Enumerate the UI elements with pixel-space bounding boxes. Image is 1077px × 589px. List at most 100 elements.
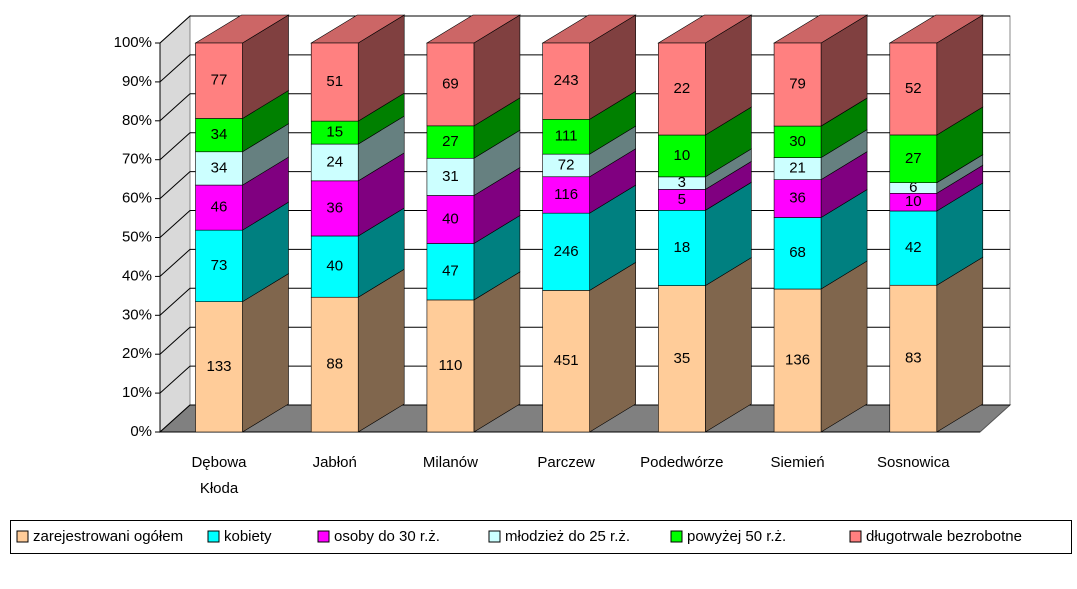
y-tick-label: 20% [122,345,152,362]
data-label: 30 [789,133,806,150]
bar [773,288,822,433]
data-label: 27 [442,133,459,150]
legend-label: osoby do 30 r.ż. [334,528,440,545]
bar [889,42,938,136]
bar [426,299,475,433]
legend-label: zarejestrowani ogółem [33,528,183,545]
bar-side [589,261,636,433]
x-tick-label: Podedwórze [640,454,724,471]
y-tick-label: 80% [122,112,152,129]
bar [310,180,359,237]
bar [426,157,475,196]
data-label: 35 [674,350,691,367]
data-label: 69 [442,75,459,92]
x-tick-label: Jabłoń [312,454,357,471]
bar [310,235,359,298]
data-label: 10 [674,147,691,164]
legend-label: młodzież do 25 r.ż. [505,528,630,545]
legend-swatch [207,530,220,543]
legend [10,520,1072,554]
legend-swatch [849,530,862,543]
bar-group: 35 18 53 10 22 [657,14,753,433]
y-tick-label: 90% [122,73,152,90]
x-tick-label: Sosnowica [877,454,950,471]
legend-swatch [670,530,683,543]
legend-label: kobiety [224,528,272,545]
data-label: 110 [438,357,462,374]
data-label: 133 [206,358,231,375]
data-label: 40 [326,258,343,275]
bar [773,179,822,218]
bar [310,42,359,122]
data-label: 52 [905,80,922,97]
data-label: 243 [554,72,579,89]
bar [426,195,475,244]
bar [426,42,475,127]
x-tick-label: Milanów [422,454,478,471]
data-label: 79 [789,75,806,92]
bar [195,118,243,153]
legend-swatch [16,530,29,543]
bar [773,125,822,158]
bar [658,134,706,178]
data-label: 46 [211,199,228,216]
data-label: 72 [558,156,575,173]
bar-side [705,257,752,433]
data-label: 47 [442,263,459,280]
bar-group: 133 73 46 34 34 77 [194,14,290,433]
data-label: 246 [554,243,579,260]
data-label: 111 [555,128,578,145]
data-label: 3 [678,174,686,191]
data-label: 51 [326,73,343,90]
bar [542,290,590,433]
data-label: 34 [211,159,228,176]
legend-swatch [488,530,501,543]
data-label: 40 [442,210,459,227]
x-tick-label-box: Siemień [770,454,825,471]
y-tick-label: 30% [122,306,152,323]
bar [195,42,243,119]
y-tick-label: 0% [130,423,152,440]
data-label: 31 [442,168,459,185]
data-label: 116 [554,186,578,203]
bar [542,176,590,214]
bar-group: 136 68 36 21 30 79 [773,14,869,433]
bar [542,118,590,155]
data-label: 15 [326,124,343,141]
data-label: 27 [905,150,922,167]
bar-group: 451 246 116 72 111 243 [541,14,637,433]
bar [658,285,706,433]
data-label: 18 [674,239,691,256]
data-label: 42 [905,239,922,256]
bar [773,217,822,290]
x-tick-label: Siemień [770,454,825,471]
data-label: 36 [326,199,343,216]
data-label: 10 [905,193,922,210]
bar-group: 88 40 36 24 15 51 [310,14,406,433]
y-tick-label: 70% [122,151,152,168]
data-label: 68 [789,244,806,261]
x-tick-label: Parczew [537,454,595,471]
bar [195,184,243,231]
bar-side [936,256,984,433]
bar [889,210,938,286]
legend-label: powyżej 50 r.ż. [687,528,786,545]
y-tick-label: 60% [122,190,152,207]
data-label: 6 [909,179,917,196]
data-label: 5 [678,191,686,208]
x-tick-label-box: Podedwórze [640,454,724,471]
x-tick-label-box: Milanów [422,454,478,471]
y-tick-label: 100% [114,34,152,51]
bar [426,125,475,159]
data-label: 36 [789,190,806,207]
y-tick-label: 40% [122,267,152,284]
data-label: 88 [326,356,343,373]
bar-group: 110 47 40 31 27 69 [425,14,521,433]
x-tick-label-box: Parczew [537,454,595,471]
x-tick-label-box: Dębowa Kłoda [191,454,246,497]
data-label: 73 [211,257,228,274]
x-tick-label-box: Sosnowica [877,454,950,471]
legend-swatch [317,530,330,543]
y-tick-label: 10% [122,384,152,401]
